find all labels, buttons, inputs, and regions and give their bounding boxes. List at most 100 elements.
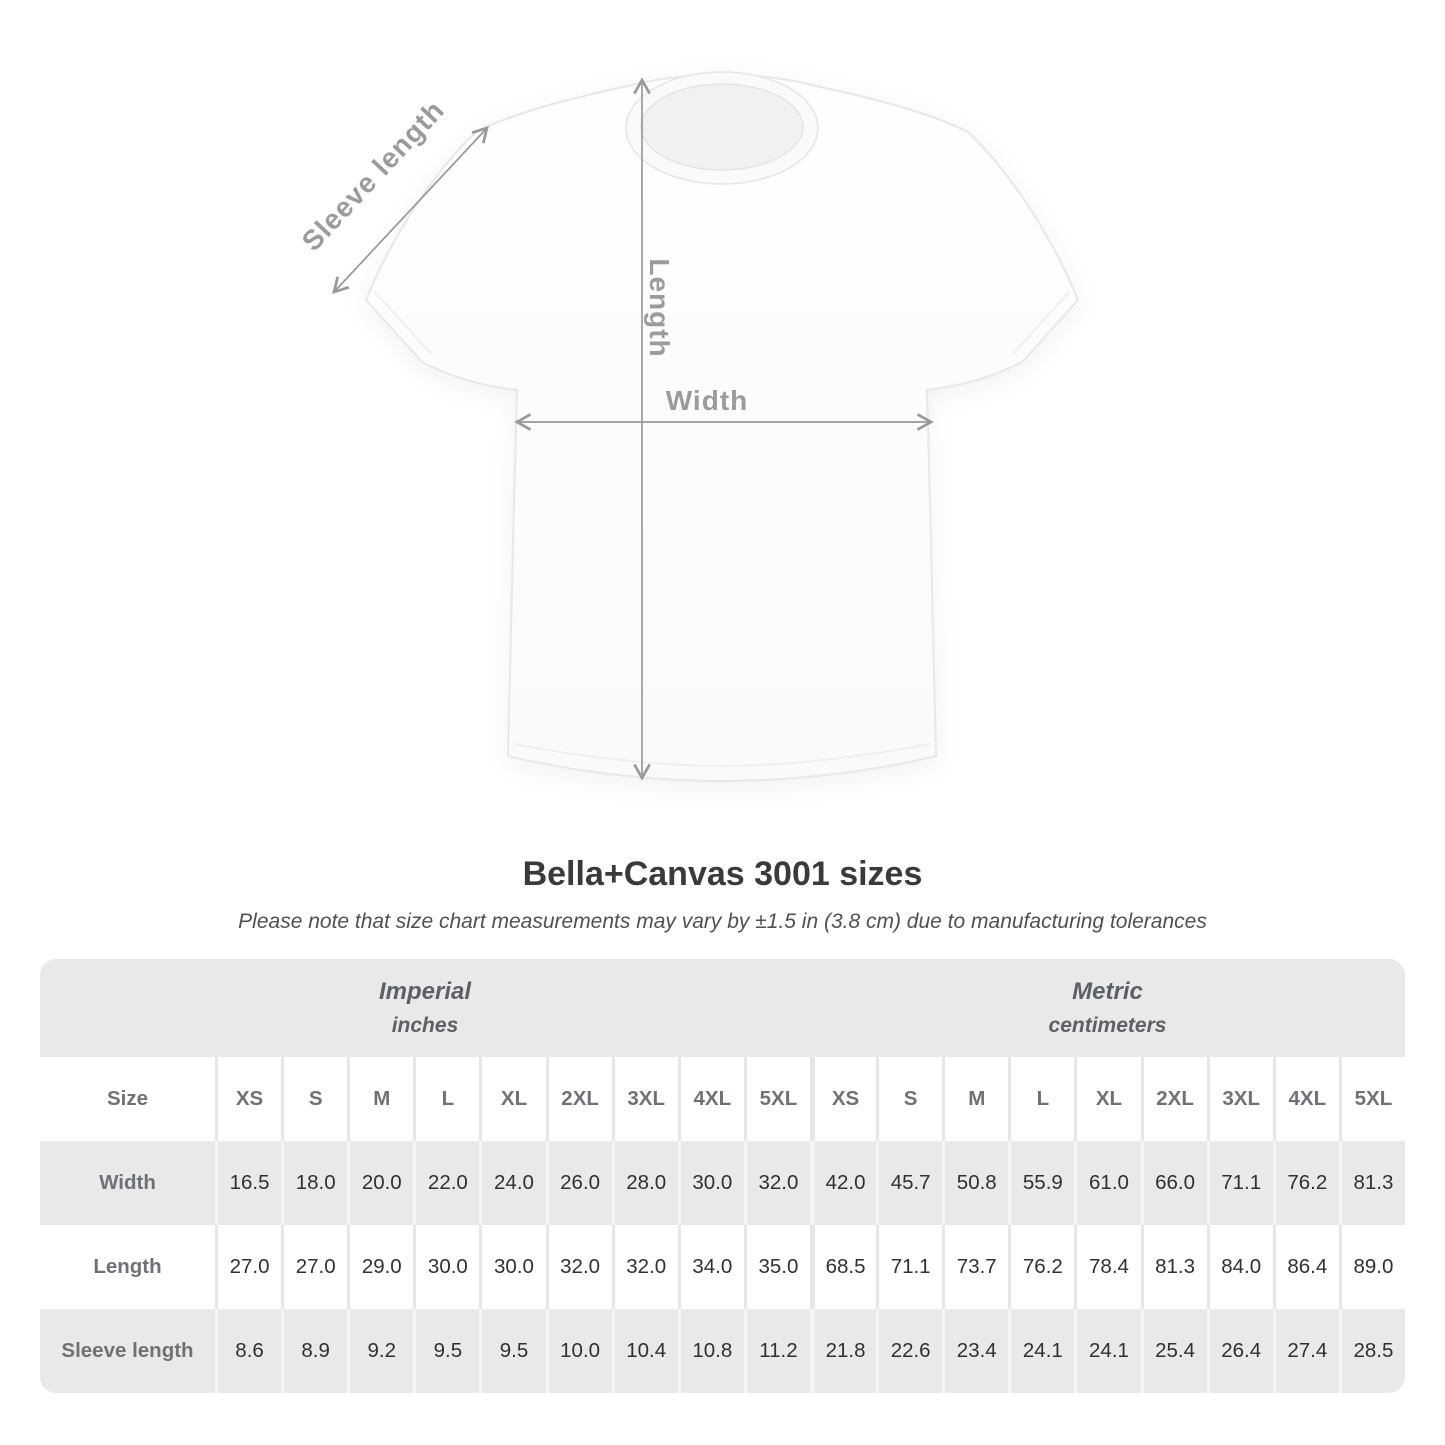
sleeve-imperial-4xl: 10.8 bbox=[677, 1309, 744, 1394]
size-col-header-metric-3xl: 3XL bbox=[1206, 1057, 1273, 1142]
sleeve-metric-4xl: 27.4 bbox=[1272, 1309, 1339, 1394]
measurement-arrows bbox=[332, 77, 934, 781]
size-chart-card: Imperial inches Metric centimeters Size … bbox=[40, 959, 1405, 1394]
metric-unit-label: centimeters bbox=[1048, 1014, 1167, 1038]
length-metric-4xl: 86.4 bbox=[1272, 1225, 1339, 1310]
sleeve-imperial-2xl: 10.0 bbox=[545, 1309, 612, 1394]
size-col-header-metric-2xl: 2XL bbox=[1140, 1057, 1207, 1142]
sleeve-length-arrow bbox=[332, 125, 489, 295]
sleeve-metric-xl: 24.1 bbox=[1074, 1309, 1140, 1394]
row-label-sleeve-length: Sleeve length bbox=[61, 1339, 194, 1363]
unit-system-header-row: Imperial inches Metric centimeters bbox=[40, 959, 1405, 1058]
length-imperial-5xl: 35.0 bbox=[743, 1225, 810, 1310]
sleeve-metric-s: 22.6 bbox=[876, 1309, 942, 1394]
sleeve-metric-m: 23.4 bbox=[942, 1309, 1008, 1394]
sleeve-metric-xs: 21.8 bbox=[809, 1309, 876, 1394]
size-col-header-imperial-5xl: 5XL bbox=[743, 1057, 810, 1142]
size-col-header-metric-4xl: 4XL bbox=[1272, 1057, 1339, 1142]
width-imperial-xl: 24.0 bbox=[479, 1141, 545, 1226]
page-title: Bella+Canvas 3001 sizes bbox=[522, 855, 923, 893]
size-col-header-imperial-s: S bbox=[281, 1057, 348, 1142]
length-imperial-s: 27.0 bbox=[281, 1225, 347, 1310]
tolerance-note: Please note that size chart measurements… bbox=[238, 910, 1207, 934]
sleeve-metric-5xl: 28.5 bbox=[1338, 1309, 1405, 1394]
length-dimension-label: Length bbox=[644, 258, 675, 357]
width-metric-xs: 42.0 bbox=[809, 1141, 876, 1226]
width-metric-5xl: 81.3 bbox=[1338, 1141, 1405, 1226]
size-col-header-imperial-3xl: 3XL bbox=[611, 1057, 678, 1142]
imperial-units-header: Imperial inches bbox=[40, 959, 810, 1058]
imperial-label: Imperial bbox=[378, 978, 472, 1006]
imperial-unit-label: inches bbox=[391, 1014, 459, 1038]
size-col-header-imperial-xl: XL bbox=[479, 1057, 546, 1142]
sleeve-imperial-3xl: 10.4 bbox=[611, 1309, 678, 1394]
sleeve-metric-l: 24.1 bbox=[1008, 1309, 1074, 1394]
width-metric-2xl: 66.0 bbox=[1140, 1141, 1207, 1226]
width-imperial-m: 20.0 bbox=[347, 1141, 413, 1226]
size-col-header-metric-s: S bbox=[876, 1057, 943, 1142]
collar-opening bbox=[640, 83, 804, 171]
size-chart-table: Imperial inches Metric centimeters Size … bbox=[40, 959, 1405, 1394]
left-cuff-seam bbox=[374, 291, 432, 355]
sleeve-imperial-l: 9.5 bbox=[413, 1309, 479, 1394]
width-imperial-l: 22.0 bbox=[413, 1141, 479, 1226]
length-imperial-l: 30.0 bbox=[413, 1225, 479, 1310]
width-imperial-3xl: 28.0 bbox=[611, 1141, 678, 1226]
length-imperial-2xl: 32.0 bbox=[545, 1225, 612, 1310]
width-metric-m: 50.8 bbox=[942, 1141, 1008, 1226]
length-imperial-3xl: 32.0 bbox=[611, 1225, 678, 1310]
size-col-header-imperial-4xl: 4XL bbox=[677, 1057, 744, 1142]
tshirt-measurement-diagram: Width Length Sleeve length bbox=[296, 71, 1079, 782]
width-imperial-5xl: 32.0 bbox=[743, 1141, 810, 1226]
size-col-header-metric-xs: XS bbox=[809, 1057, 877, 1142]
length-metric-xl: 78.4 bbox=[1074, 1225, 1140, 1310]
width-metric-s: 45.7 bbox=[876, 1141, 942, 1226]
sleeve-metric-3xl: 26.4 bbox=[1206, 1309, 1273, 1394]
tshirt-body bbox=[365, 71, 1079, 782]
size-corner-label: Size bbox=[40, 1057, 215, 1142]
size-col-header-metric-5xl: 5XL bbox=[1338, 1057, 1405, 1142]
sleeve-imperial-s: 8.9 bbox=[281, 1309, 347, 1394]
sleeve-imperial-xl: 9.5 bbox=[479, 1309, 545, 1394]
metric-label: Metric bbox=[1072, 978, 1143, 1006]
length-imperial-m: 29.0 bbox=[347, 1225, 413, 1310]
length-metric-s: 71.1 bbox=[876, 1225, 942, 1310]
size-col-header-metric-l: L bbox=[1008, 1057, 1075, 1142]
width-imperial-xs: 16.5 bbox=[215, 1141, 281, 1226]
metric-units-header: Metric centimeters bbox=[809, 959, 1405, 1058]
hem-seam bbox=[513, 743, 931, 768]
length-metric-3xl: 84.0 bbox=[1206, 1225, 1273, 1310]
sleeve-imperial-5xl: 11.2 bbox=[743, 1309, 810, 1394]
width-metric-l: 55.9 bbox=[1008, 1141, 1074, 1226]
width-imperial-s: 18.0 bbox=[281, 1141, 347, 1226]
row-label-length: Length bbox=[93, 1255, 162, 1279]
size-col-header-metric-xl: XL bbox=[1074, 1057, 1141, 1142]
length-metric-5xl: 89.0 bbox=[1338, 1225, 1405, 1310]
width-metric-xl: 61.0 bbox=[1074, 1141, 1140, 1226]
length-row: Length 27.0 27.0 29.0 30.0 30.0 32.0 32.… bbox=[40, 1225, 1405, 1310]
size-col-header-imperial-m: M bbox=[347, 1057, 414, 1142]
width-imperial-2xl: 26.0 bbox=[545, 1141, 612, 1226]
sleeve-imperial-m: 9.2 bbox=[347, 1309, 413, 1394]
width-imperial-4xl: 30.0 bbox=[677, 1141, 744, 1226]
size-col-header-metric-m: M bbox=[942, 1057, 1009, 1142]
length-imperial-xl: 30.0 bbox=[479, 1225, 545, 1310]
size-col-header-imperial-2xl: 2XL bbox=[545, 1057, 612, 1142]
row-label-width: Width bbox=[99, 1171, 156, 1195]
width-dimension-label: Width bbox=[666, 385, 749, 416]
length-metric-2xl: 81.3 bbox=[1140, 1225, 1207, 1310]
right-cuff-seam bbox=[1012, 291, 1070, 355]
sleeve-metric-2xl: 25.4 bbox=[1140, 1309, 1207, 1394]
size-col-header-imperial-l: L bbox=[413, 1057, 480, 1142]
tshirt-graphic: Width Length Sleeve length bbox=[296, 71, 1079, 782]
length-imperial-xs: 27.0 bbox=[215, 1225, 281, 1310]
width-row: Width 16.5 18.0 20.0 22.0 24.0 26.0 28.0… bbox=[40, 1141, 1405, 1226]
length-metric-m: 73.7 bbox=[942, 1225, 1008, 1310]
sleeve-imperial-xs: 8.6 bbox=[215, 1309, 281, 1394]
width-metric-4xl: 76.2 bbox=[1272, 1141, 1339, 1226]
width-metric-3xl: 71.1 bbox=[1206, 1141, 1273, 1226]
length-metric-l: 76.2 bbox=[1008, 1225, 1074, 1310]
size-header-row: Size XS S M L XL 2XL 3XL 4XL 5XL XS S M … bbox=[40, 1057, 1405, 1142]
sleeve-length-row: Sleeve length 8.6 8.9 9.2 9.5 9.5 10.0 1… bbox=[40, 1309, 1405, 1394]
size-col-header-imperial-xs: XS bbox=[215, 1057, 282, 1142]
